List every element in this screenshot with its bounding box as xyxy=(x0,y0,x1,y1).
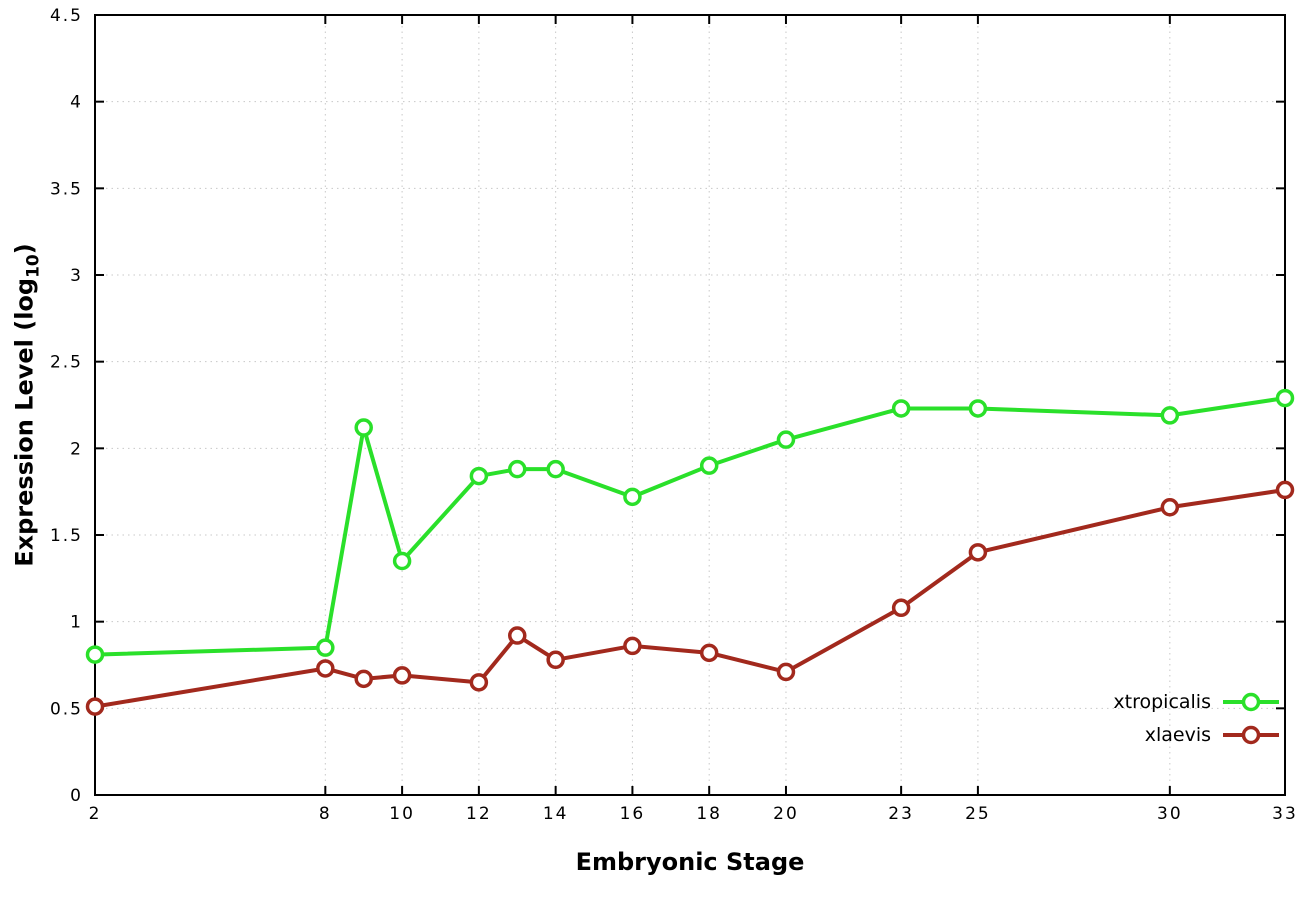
y-tick-label: 0.5 xyxy=(50,699,83,719)
data-point-xlaevis xyxy=(354,669,373,689)
x-tick-label: 2 xyxy=(89,804,102,824)
data-point-xlaevis xyxy=(699,643,719,663)
data-point-xtropicalis xyxy=(469,466,489,486)
data-point-xtropicalis xyxy=(1160,406,1180,425)
legend-label-xlaevis: xlaevis xyxy=(1145,724,1211,746)
x-tick-label: 12 xyxy=(466,804,492,824)
y-axis-title-subscript: 10 xyxy=(23,254,44,278)
y-tick-label: 2.5 xyxy=(50,353,83,373)
series-line-xtropicalis xyxy=(93,396,1287,657)
x-tick-label: 25 xyxy=(965,804,991,824)
data-point-xtropicalis xyxy=(354,418,373,437)
series-line-xlaevis xyxy=(93,487,1287,709)
data-point-xlaevis xyxy=(776,662,796,682)
y-axis-title-suffix: ) xyxy=(10,243,39,255)
data-point-xtropicalis xyxy=(316,638,335,657)
x-tick-label: 20 xyxy=(773,804,799,824)
y-tick-label: 3 xyxy=(70,266,83,286)
x-tick-label: 18 xyxy=(696,804,722,824)
data-point-xtropicalis xyxy=(85,645,105,664)
data-point-xlaevis xyxy=(623,636,642,656)
data-point-xlaevis xyxy=(968,543,988,562)
y-axis-title: Expression Level (log10) xyxy=(11,243,44,566)
data-point-xlaevis xyxy=(891,598,911,618)
y-tick-label: 0 xyxy=(70,786,83,806)
x-tick-label: 8 xyxy=(319,804,332,824)
data-point-xlaevis xyxy=(392,666,412,685)
y-axis-title-prefix: Expression Level (log xyxy=(10,277,39,567)
legend-label-xtropicalis: xtropicalis xyxy=(1113,691,1211,713)
data-point-xlaevis xyxy=(1275,480,1295,500)
data-point-xtropicalis xyxy=(508,459,527,479)
data-point-xtropicalis xyxy=(699,456,719,475)
x-axis-title: Embryonic Stage xyxy=(576,848,805,876)
data-point-xtropicalis xyxy=(1275,388,1295,408)
data-point-xtropicalis xyxy=(891,399,911,418)
y-tick-label: 3.5 xyxy=(50,179,83,199)
data-point-xlaevis xyxy=(469,673,489,692)
legend-marker-xlaevis xyxy=(1241,725,1261,745)
data-point-xtropicalis xyxy=(968,399,988,418)
y-tick-label: 4 xyxy=(70,93,83,113)
x-tick-label: 33 xyxy=(1272,804,1296,824)
x-tick-label: 10 xyxy=(389,804,415,824)
y-tick-label: 4.5 xyxy=(50,6,83,26)
x-tick-label: 23 xyxy=(888,804,914,824)
y-tick-label: 1 xyxy=(70,613,83,633)
data-point-xlaevis xyxy=(316,659,335,678)
x-tick-label: 14 xyxy=(543,804,569,824)
data-point-xlaevis xyxy=(508,626,527,645)
data-point-xtropicalis xyxy=(546,459,565,479)
data-point-xlaevis xyxy=(1160,498,1180,517)
data-point-xtropicalis xyxy=(623,487,642,507)
x-axis-title-text: Embryonic Stage xyxy=(575,848,805,876)
data-point-xlaevis xyxy=(85,697,105,716)
x-tick-label: 30 xyxy=(1157,804,1183,824)
data-point-xlaevis xyxy=(546,650,565,670)
legend-marker-xtropicalis xyxy=(1241,692,1261,712)
data-point-xtropicalis xyxy=(392,551,412,571)
x-tick-label: 16 xyxy=(620,804,646,824)
data-point-xtropicalis xyxy=(776,430,796,449)
y-tick-label: 1.5 xyxy=(50,526,83,546)
y-tick-label: 2 xyxy=(70,439,83,459)
